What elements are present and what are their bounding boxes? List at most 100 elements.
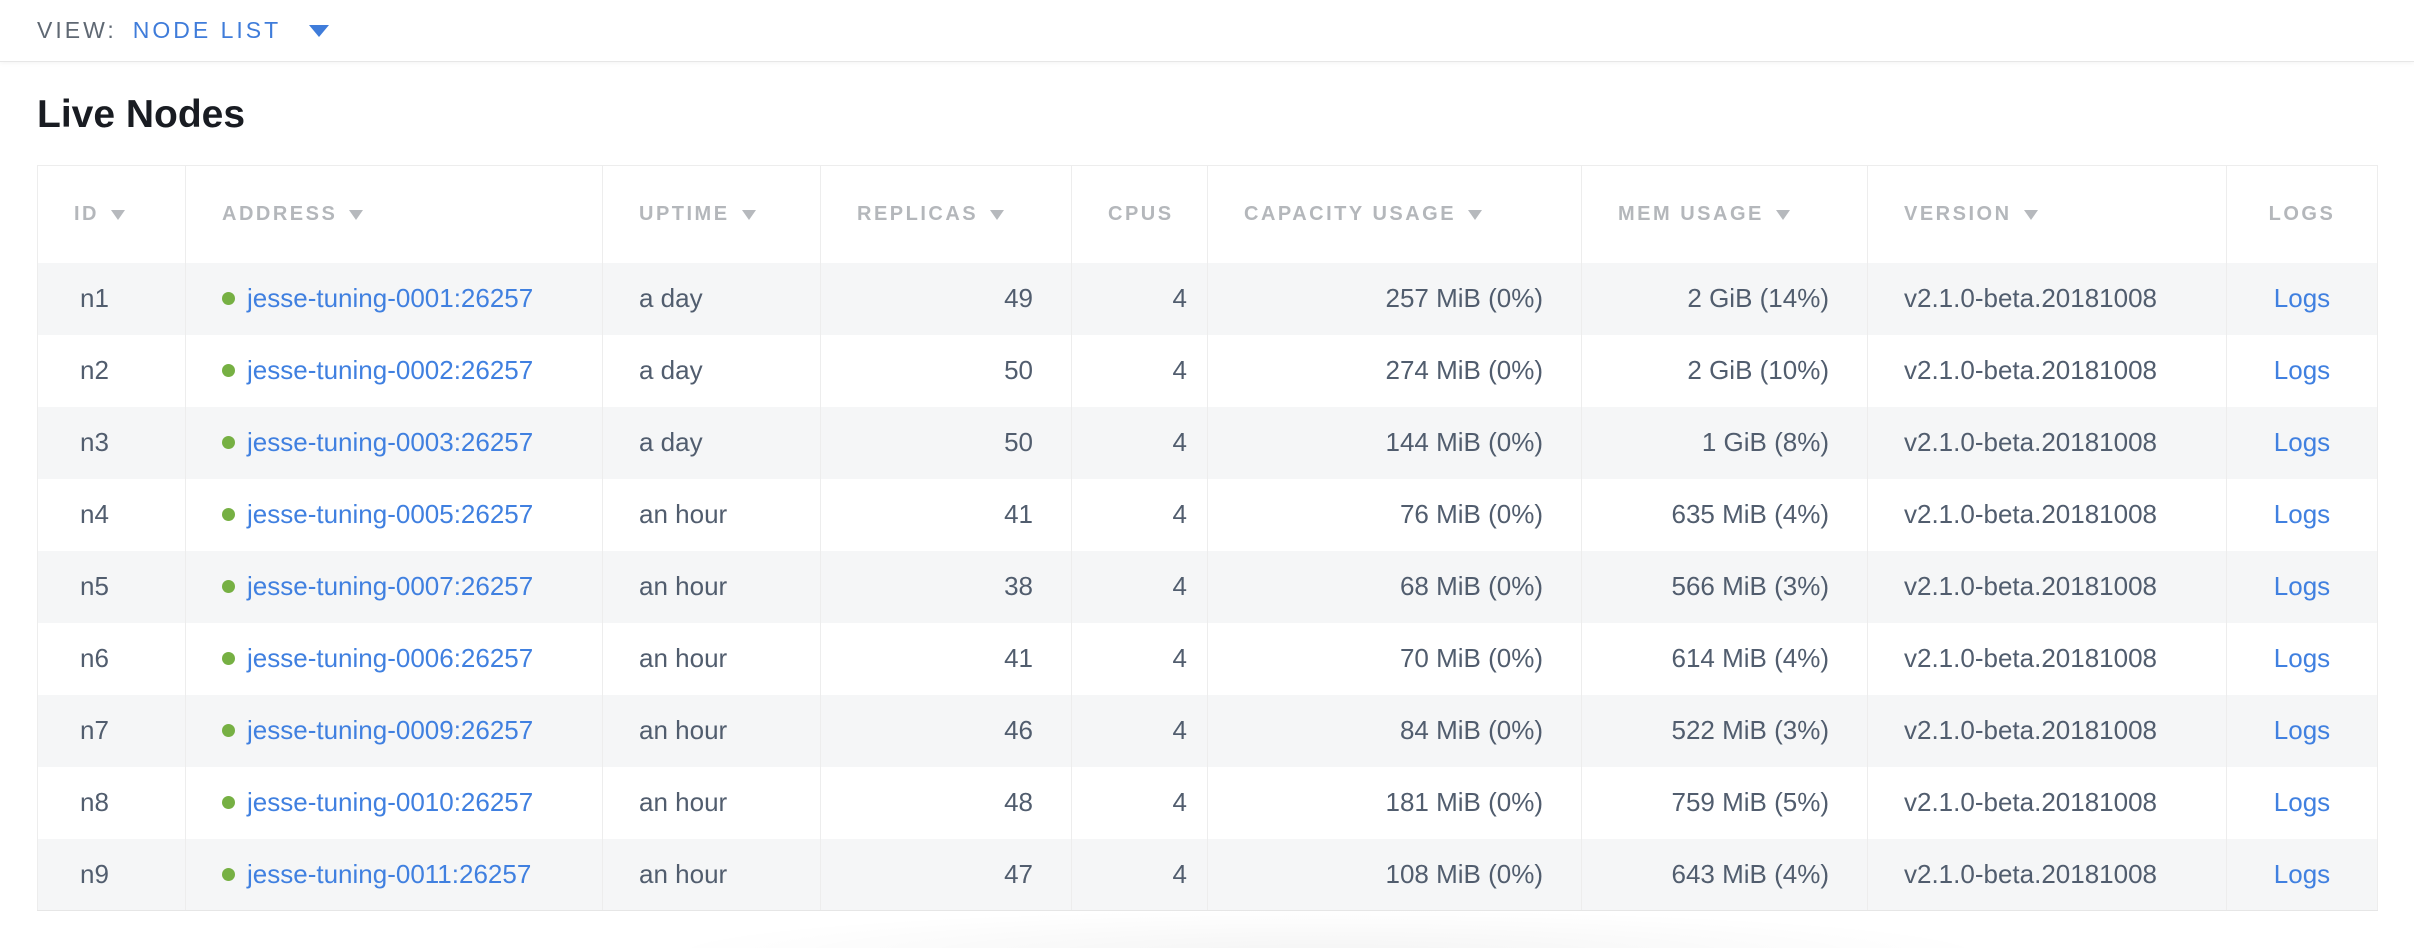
logs-link[interactable]: Logs (2273, 858, 2331, 889)
logs-link[interactable]: Logs (2273, 643, 2331, 673)
cell-logs: Logs (2226, 838, 2378, 911)
column-header-address[interactable]: ADDRESS (185, 165, 603, 263)
node-row: n1 jesse-tuning-0001:26257 a day 49 4 257 MiB… (37, 262, 2378, 335)
cell-replicas: 50 (820, 334, 1072, 407)
node-row: n2 jesse-tuning-0002:26257 a day 50 4 274 MiB… (37, 334, 2378, 407)
cell-capacity_usage: 144 MiB (0%) (1207, 406, 1582, 479)
column-header-cpus: CPUS (1071, 165, 1208, 263)
node-address-link[interactable]: jesse-tuning-0007:26257 (247, 571, 534, 601)
cell-cpus: 4 (1071, 334, 1208, 407)
node-address-link[interactable]: jesse-tuning-0003:26257 (247, 427, 534, 457)
logs-link[interactable]: Logs (2273, 499, 2331, 529)
node-address-link[interactable]: jesse-tuning-0006:26257 (247, 643, 534, 673)
logs-link[interactable]: Logs (2273, 787, 2331, 817)
column-header-id[interactable]: ID (37, 165, 186, 263)
cell-capacity_usage: 274 MiB (0%) (1207, 334, 1582, 407)
node-address-link[interactable]: jesse-tuning-0005:26257 (247, 499, 534, 529)
column-header-capacity_usage[interactable]: CAPACITY USAGE (1207, 165, 1582, 263)
node-live-dot (222, 436, 235, 449)
node-live-dot (222, 364, 235, 377)
column-header-mem_usage[interactable]: MEM USAGE (1581, 165, 1868, 263)
cell-capacity_usage: 68 MiB (0%) (1207, 550, 1582, 623)
cell-uptime: an hour (602, 766, 821, 839)
bottom-shadow (0, 908, 2414, 948)
cell-logs: Logs (2226, 550, 2378, 623)
cell-address: jesse-tuning-0001:26257 (185, 262, 603, 335)
cell-cpus: 4 (1071, 622, 1208, 695)
logs-link[interactable]: Logs (2273, 571, 2331, 601)
cell-version: v2.1.0-beta.20181008 (1867, 262, 2227, 335)
view-selector-bar: VIEW: NODE LIST (0, 0, 2414, 62)
cell-uptime: an hour (602, 550, 821, 623)
cell-address: jesse-tuning-0003:26257 (185, 406, 603, 479)
page-title: Live Nodes (37, 93, 246, 136)
cell-mem_usage: 2 GiB (14%) (1581, 262, 1868, 335)
cell-capacity_usage: 70 MiB (0%) (1207, 622, 1582, 695)
column-header-label: ADDRESS (222, 202, 338, 225)
cell-id: n1 (37, 262, 186, 335)
view-selector-dropdown[interactable]: NODE LIST (132, 17, 330, 44)
cell-logs: Logs (2226, 766, 2378, 839)
column-header-version[interactable]: VERSION (1867, 165, 2227, 263)
cell-replicas: 38 (820, 550, 1072, 623)
logs-link[interactable]: Logs (2273, 715, 2331, 745)
node-address-link[interactable]: jesse-tuning-0009:26257 (247, 715, 534, 745)
sort-desc-icon (1468, 209, 1483, 220)
cell-replicas: 41 (820, 478, 1072, 551)
cell-id: n2 (37, 334, 186, 407)
cell-replicas: 50 (820, 406, 1072, 479)
column-header-uptime[interactable]: UPTIME (602, 165, 821, 263)
logs-link[interactable]: Logs (2273, 427, 2331, 457)
node-row: n8 jesse-tuning-0010:26257 an hour 48 4 181 M… (37, 766, 2378, 839)
cell-cpus: 4 (1071, 838, 1208, 911)
cell-capacity_usage: 76 MiB (0%) (1207, 478, 1582, 551)
node-address-link[interactable]: jesse-tuning-0011:26257 (247, 858, 532, 889)
sort-desc-icon (111, 209, 125, 220)
cell-address: jesse-tuning-0002:26257 (185, 334, 603, 407)
node-live-dot (222, 580, 235, 593)
node-live-dot (222, 508, 235, 521)
cell-id: n9 (37, 838, 186, 911)
node-address-link[interactable]: jesse-tuning-0002:26257 (247, 355, 534, 385)
column-header-label: MEM USAGE (1618, 202, 1764, 225)
sort-desc-icon (1775, 209, 1790, 220)
cell-cpus: 4 (1071, 766, 1208, 839)
cell-id: n3 (37, 406, 186, 479)
cell-replicas: 41 (820, 622, 1072, 695)
live-nodes-table: ID ADDRESS UPTIME REPLICAS CPUS CAPACITY USAG… (37, 165, 2378, 911)
column-header-label: REPLICAS (857, 202, 979, 225)
cell-version: v2.1.0-beta.20181008 (1867, 838, 2227, 911)
cell-version: v2.1.0-beta.20181008 (1867, 406, 2227, 479)
cell-replicas: 48 (820, 766, 1072, 839)
cell-uptime: an hour (602, 478, 821, 551)
node-live-dot (222, 724, 235, 737)
view-label: VIEW: (37, 17, 117, 43)
cell-capacity_usage: 108 MiB (0%) (1207, 838, 1582, 911)
cell-replicas: 49 (820, 262, 1072, 335)
node-row: n6 jesse-tuning-0006:26257 an hour 41 4 70 Mi… (37, 622, 2378, 695)
cell-mem_usage: 635 MiB (4%) (1581, 478, 1868, 551)
view-selected-value: NODE LIST (132, 17, 282, 43)
column-header-label: CPUS (1108, 202, 1174, 225)
cell-cpus: 4 (1071, 694, 1208, 767)
node-live-dot (222, 292, 235, 305)
cell-mem_usage: 759 MiB (5%) (1581, 766, 1868, 839)
cell-cpus: 4 (1071, 406, 1208, 479)
cell-uptime: an hour (602, 694, 821, 767)
cell-uptime: a day (602, 406, 821, 479)
cell-address: jesse-tuning-0005:26257 (185, 478, 603, 551)
sort-desc-icon (349, 209, 364, 220)
column-header-replicas[interactable]: REPLICAS (820, 165, 1072, 263)
cell-id: n4 (37, 478, 186, 551)
cell-address: jesse-tuning-0011:26257 (185, 838, 603, 911)
cell-mem_usage: 1 GiB (8%) (1581, 406, 1868, 479)
cell-logs: Logs (2226, 406, 2378, 479)
logs-link[interactable]: Logs (2273, 355, 2331, 385)
column-header-label: ID (74, 202, 99, 225)
logs-link[interactable]: Logs (2273, 283, 2331, 313)
node-address-link[interactable]: jesse-tuning-0010:26257 (247, 787, 534, 817)
cell-version: v2.1.0-beta.20181008 (1867, 550, 2227, 623)
cell-mem_usage: 614 MiB (4%) (1581, 622, 1868, 695)
cell-version: v2.1.0-beta.20181008 (1867, 622, 2227, 695)
node-address-link[interactable]: jesse-tuning-0001:26257 (247, 283, 534, 313)
